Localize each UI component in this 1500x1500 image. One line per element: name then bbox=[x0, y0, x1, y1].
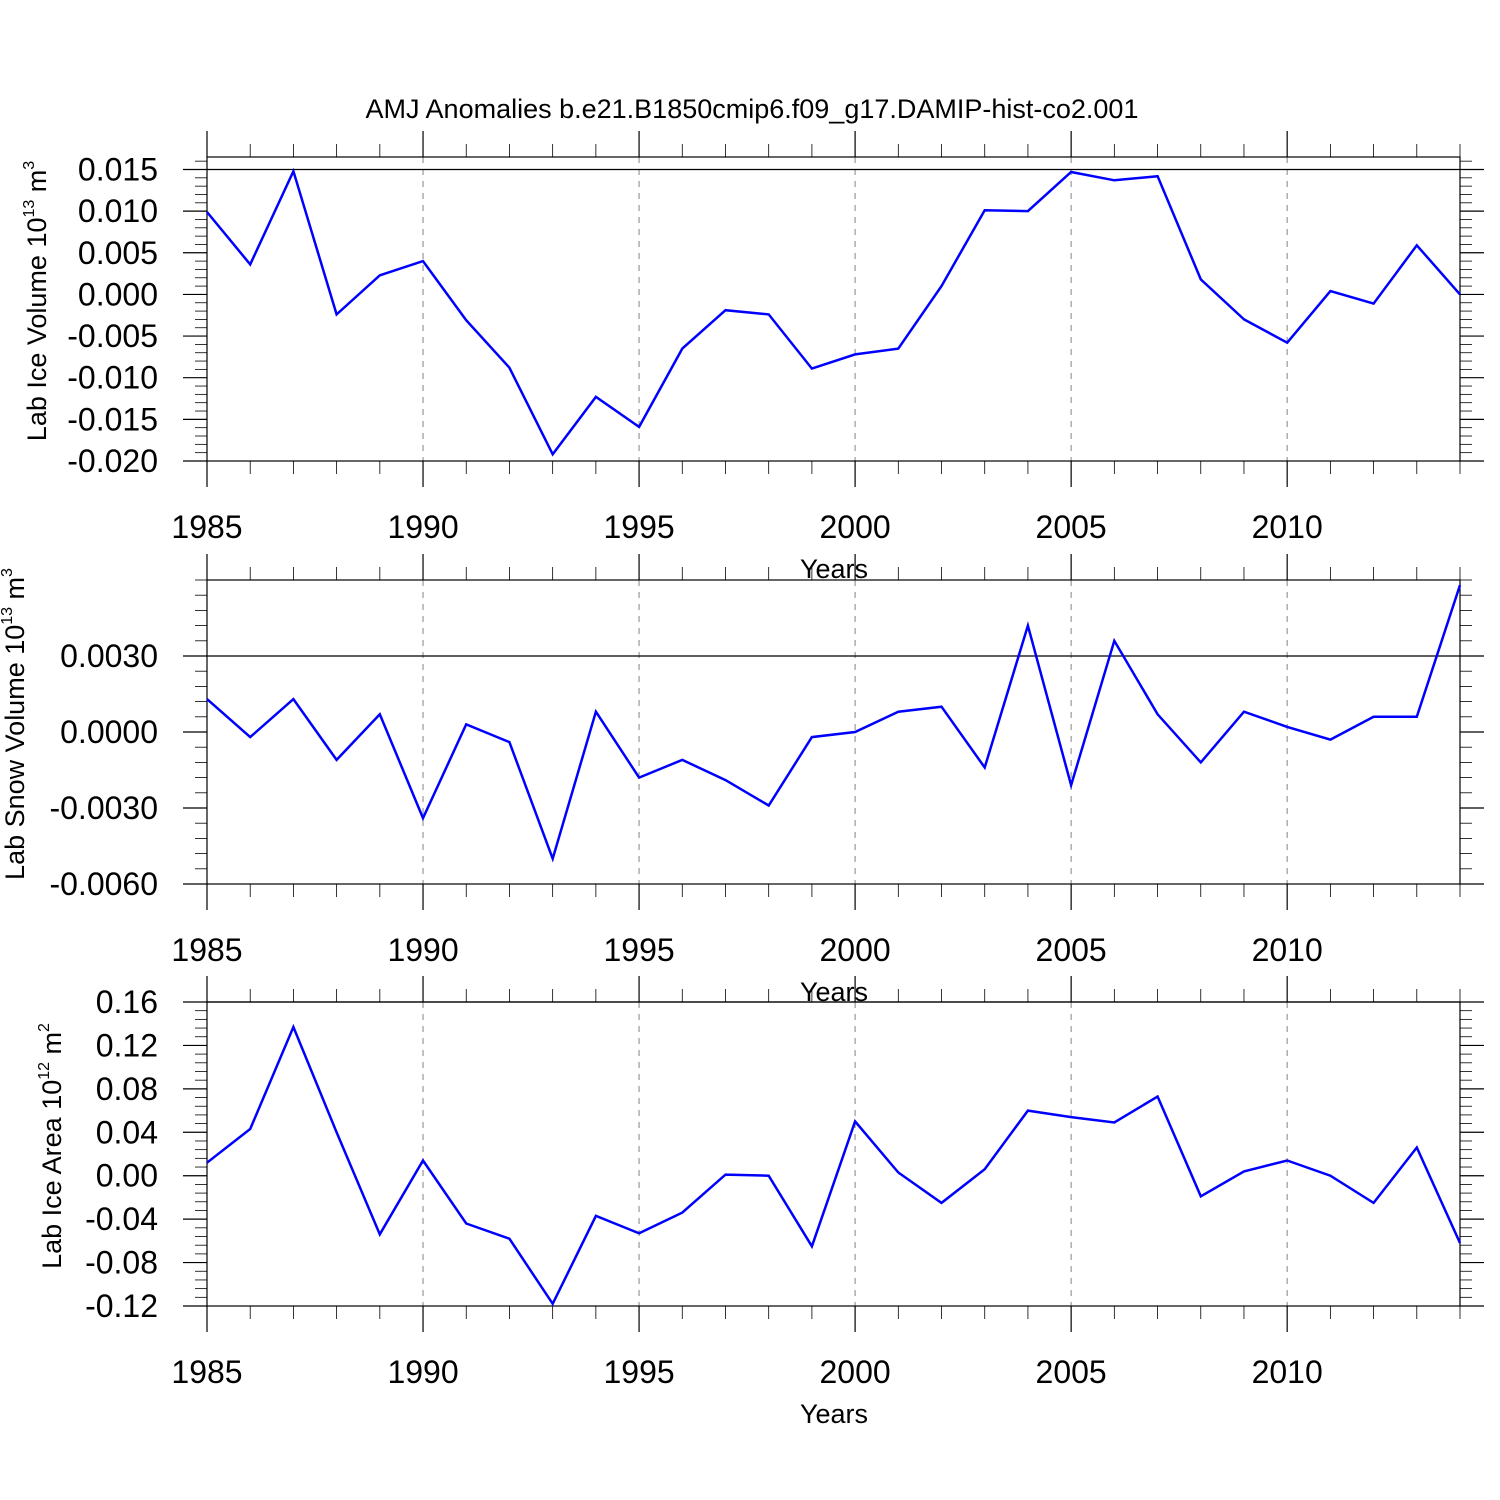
y-tick-label: 0.000 bbox=[78, 276, 158, 312]
series-line bbox=[206, 1023, 1462, 1307]
x-tick-label: 1990 bbox=[387, 932, 458, 968]
y-axis-label-unit: m bbox=[22, 170, 52, 200]
y-tick-label: 0.16 bbox=[96, 984, 158, 1020]
y-tick-label: -0.010 bbox=[67, 360, 158, 396]
y-tick-label: 0.0030 bbox=[60, 638, 158, 674]
plot-frame bbox=[206, 579, 1461, 885]
y-tick-label: 0.0000 bbox=[60, 714, 158, 750]
y-tick-label: -0.0030 bbox=[49, 790, 158, 826]
x-tick-label: 1995 bbox=[603, 509, 674, 545]
y-axis-label-unit: m bbox=[37, 1032, 67, 1062]
x-tick-label: 2010 bbox=[1252, 1354, 1323, 1390]
x-tick-label: 2005 bbox=[1036, 932, 1107, 968]
y-tick-label: 0.00 bbox=[96, 1158, 158, 1194]
y-axis-label: Lab Snow Volume 1013 m3 bbox=[0, 568, 30, 880]
y-tick-label: 0.08 bbox=[96, 1071, 158, 1107]
series-line bbox=[206, 167, 1461, 457]
chart-panel-2: -0.0060 -0.0030 0.0000 0.0030 1985 1990 1995 20… bbox=[0, 554, 1484, 1007]
y-tick-label: -0.015 bbox=[67, 401, 158, 437]
x-tick-label: 1985 bbox=[171, 1354, 242, 1390]
y-axis-label-unit-exponent: 3 bbox=[0, 568, 16, 577]
y-axis-label-text: Lab Snow Volume 10 bbox=[0, 625, 30, 880]
x-tick-label: 1985 bbox=[171, 509, 242, 545]
y-axis-label: Lab Ice Volume 1013 m3 bbox=[21, 161, 52, 441]
plot-frame bbox=[206, 1001, 1461, 1307]
panels: -0.020 -0.015 -0.010 -0.005 0.000 0.005 0.010 0… bbox=[0, 131, 1484, 1429]
y-tick-label: -0.005 bbox=[67, 318, 158, 354]
y-axis-label-exponent: 13 bbox=[21, 200, 38, 218]
y-tick-label: -0.04 bbox=[85, 1201, 158, 1237]
x-tick-label: 2000 bbox=[820, 1354, 891, 1390]
y-axis-label-text: Lab Ice Volume 10 bbox=[22, 218, 52, 442]
x-tick-label: 2000 bbox=[820, 509, 891, 545]
x-tick-label: 2005 bbox=[1036, 509, 1107, 545]
y-tick-label: 0.04 bbox=[96, 1114, 158, 1150]
y-tick-label: 0.010 bbox=[78, 193, 158, 229]
y-axis-label-text: Lab Ice Area 10 bbox=[37, 1080, 67, 1269]
x-tick-label: 1990 bbox=[387, 1354, 458, 1390]
y-axis-label-unit-exponent: 2 bbox=[36, 1023, 53, 1032]
x-tick-label: 2010 bbox=[1252, 509, 1323, 545]
x-tick-label: 1995 bbox=[603, 932, 674, 968]
x-tick-label: 1995 bbox=[603, 1354, 674, 1390]
x-tick-label: 2010 bbox=[1252, 932, 1323, 968]
figure-title: AMJ Anomalies b.e21.B1850cmip6.f09_g17.D… bbox=[366, 94, 1139, 124]
y-tick-label: -0.12 bbox=[85, 1288, 158, 1324]
series-line bbox=[206, 584, 1462, 863]
x-tick-label: 2000 bbox=[820, 932, 891, 968]
y-tick-label: -0.08 bbox=[85, 1245, 158, 1281]
x-axis-label: Years bbox=[800, 1399, 868, 1429]
chart-panel-3: -0.12 -0.08 -0.04 0.00 0.04 0.08 0.12 0.16 1985 1… bbox=[36, 976, 1484, 1429]
y-axis-label: Lab Ice Area 1012 m2 bbox=[36, 1023, 67, 1269]
chart-panel-1: -0.020 -0.015 -0.010 -0.005 0.000 0.005 0.010 0… bbox=[21, 131, 1484, 584]
y-tick-label: 0.015 bbox=[78, 151, 158, 187]
y-axis-label-exponent: 13 bbox=[0, 607, 16, 625]
y-tick-label: 0.005 bbox=[78, 235, 158, 271]
x-tick-label: 1990 bbox=[387, 509, 458, 545]
x-axis-label: Years bbox=[800, 554, 868, 584]
y-tick-label: -0.020 bbox=[67, 443, 158, 479]
y-axis-label-unit-exponent: 3 bbox=[21, 161, 38, 170]
x-tick-label: 1985 bbox=[171, 932, 242, 968]
x-tick-label: 2005 bbox=[1036, 1354, 1107, 1390]
y-tick-label: 0.12 bbox=[96, 1027, 158, 1063]
y-axis-label-unit: m bbox=[0, 577, 30, 607]
plot-frame bbox=[206, 156, 1461, 462]
y-axis-label-exponent: 12 bbox=[36, 1062, 53, 1080]
y-tick-label: -0.0060 bbox=[49, 866, 158, 902]
